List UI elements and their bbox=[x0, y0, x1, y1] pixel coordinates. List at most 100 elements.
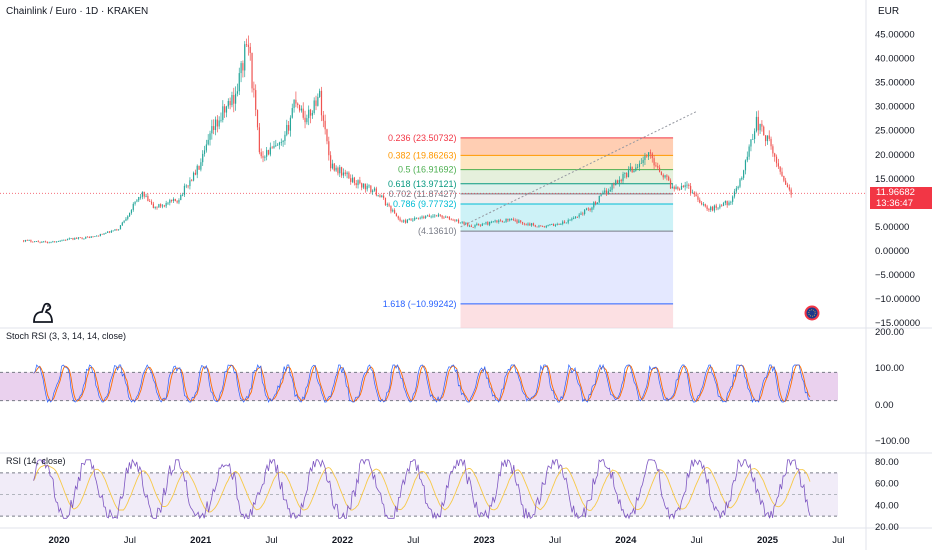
candle-body bbox=[337, 167, 339, 174]
candle-body bbox=[207, 139, 209, 145]
candle-body bbox=[57, 241, 59, 243]
candle-body bbox=[587, 208, 589, 210]
time-tick-label: 2025 bbox=[757, 535, 779, 546]
candle-body bbox=[710, 206, 712, 211]
candle-body bbox=[35, 241, 38, 242]
candle-body bbox=[291, 108, 293, 118]
candle-body bbox=[605, 190, 608, 194]
candle-body bbox=[185, 185, 187, 187]
stoch-tick-label: 100.00 bbox=[875, 363, 904, 374]
candle-body bbox=[353, 177, 355, 184]
candle-body bbox=[317, 96, 319, 106]
candle-body bbox=[721, 205, 723, 207]
fib-level-label: 0.236 (23.50732) bbox=[388, 133, 457, 143]
candle-body bbox=[479, 225, 482, 227]
candle-body bbox=[779, 166, 781, 172]
candle-body bbox=[717, 207, 719, 209]
candle-body bbox=[737, 186, 739, 189]
price-tick-label: 40.00000 bbox=[875, 54, 915, 65]
candle-body bbox=[690, 185, 692, 194]
candle-body bbox=[258, 127, 260, 153]
candle-body bbox=[293, 99, 295, 109]
candle-body bbox=[744, 160, 747, 171]
candle-body bbox=[256, 109, 259, 128]
candle-body bbox=[245, 44, 248, 46]
candle-body bbox=[399, 218, 401, 221]
time-tick-label: Jul bbox=[832, 535, 844, 546]
candle-body bbox=[602, 192, 604, 195]
candle-body bbox=[459, 222, 461, 224]
candle-body bbox=[99, 233, 101, 237]
candle-body bbox=[657, 166, 659, 168]
candle-body bbox=[251, 52, 253, 89]
candle-body bbox=[112, 230, 114, 232]
currency-label[interactable]: EUR bbox=[878, 6, 900, 17]
candle-body bbox=[732, 196, 734, 202]
candle-body bbox=[556, 224, 558, 225]
candle-body bbox=[28, 240, 30, 241]
candle-body bbox=[107, 231, 109, 233]
rsi-tick-label: 20.00 bbox=[875, 522, 899, 533]
candle-body bbox=[609, 189, 611, 192]
candle-body bbox=[289, 117, 292, 131]
candle-body bbox=[114, 229, 116, 231]
candle-body bbox=[432, 215, 434, 217]
candle-body bbox=[39, 241, 41, 243]
candle-body bbox=[355, 183, 357, 186]
candle-body bbox=[436, 215, 438, 217]
candle-body bbox=[220, 119, 222, 121]
candle-body bbox=[624, 173, 626, 174]
candle-body bbox=[410, 219, 412, 221]
candle-body bbox=[88, 236, 91, 238]
eu-flag-icon[interactable] bbox=[804, 305, 820, 321]
price-tick-label: 5.00000 bbox=[875, 222, 909, 233]
candle-body bbox=[446, 216, 449, 218]
candle-body bbox=[150, 201, 153, 204]
candle-body bbox=[297, 103, 299, 106]
candle-body bbox=[119, 225, 122, 230]
candle-body bbox=[419, 217, 421, 219]
candle-body bbox=[280, 141, 282, 143]
candle-body bbox=[167, 202, 169, 204]
candle-body bbox=[510, 219, 513, 221]
candle-body bbox=[569, 219, 571, 221]
tradingview-logo-icon[interactable] bbox=[30, 300, 56, 326]
candle-body bbox=[668, 176, 670, 181]
candle-body bbox=[616, 180, 619, 183]
candle-body bbox=[403, 220, 405, 222]
candle-body bbox=[118, 229, 120, 231]
candle-body bbox=[211, 126, 213, 134]
candle-body bbox=[255, 90, 257, 110]
candle-body bbox=[527, 223, 529, 225]
candle-body bbox=[209, 133, 211, 140]
candle-body bbox=[152, 203, 154, 208]
price-tick-label: 15.00000 bbox=[875, 174, 915, 185]
candle-body bbox=[139, 196, 142, 198]
candle-body bbox=[531, 223, 533, 226]
candle-body bbox=[640, 162, 642, 164]
candle-body bbox=[686, 184, 688, 186]
candle-body bbox=[722, 202, 725, 206]
candle-body bbox=[174, 198, 176, 202]
candle-body bbox=[406, 219, 408, 223]
candle-body bbox=[213, 126, 215, 130]
candle-body bbox=[571, 218, 573, 220]
candle-body bbox=[92, 236, 94, 238]
candle-body bbox=[324, 120, 326, 130]
candle-body bbox=[448, 216, 451, 220]
price-tick-label: 30.00000 bbox=[875, 102, 915, 113]
candle-body bbox=[631, 166, 633, 173]
candle-body bbox=[443, 217, 445, 219]
candle-body bbox=[191, 180, 193, 182]
candle-body bbox=[322, 115, 324, 121]
candle-body bbox=[54, 241, 56, 243]
candle-body bbox=[598, 195, 600, 203]
candle-body bbox=[328, 141, 330, 156]
price-tick-label: 35.00000 bbox=[875, 78, 915, 89]
candle-body bbox=[563, 221, 566, 223]
candle-body bbox=[94, 236, 96, 238]
candle-body bbox=[521, 221, 524, 224]
candle-body bbox=[70, 238, 72, 239]
candle-body bbox=[772, 146, 774, 154]
